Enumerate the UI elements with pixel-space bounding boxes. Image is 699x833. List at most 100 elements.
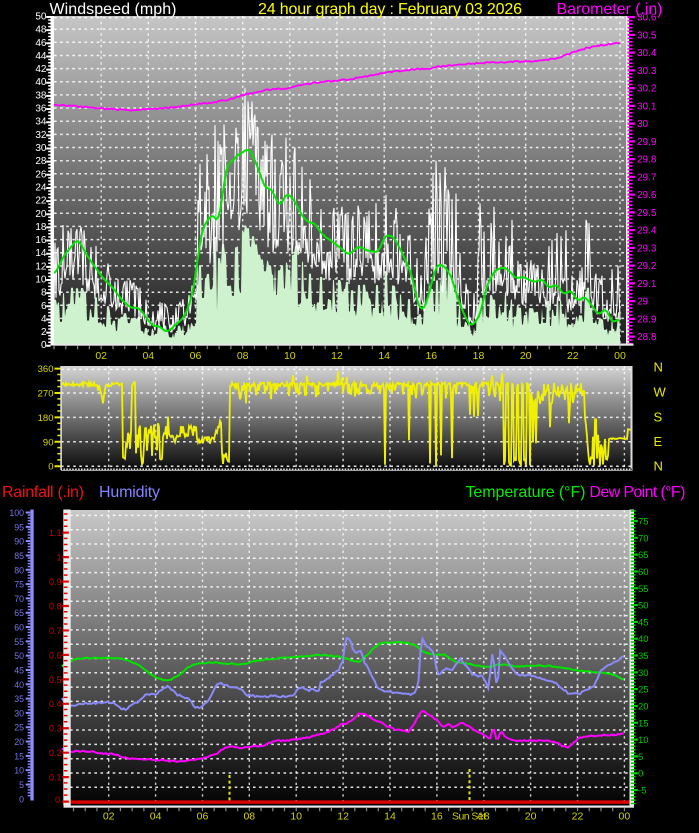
svg-text:10: 10 xyxy=(638,735,649,746)
svg-text:8: 8 xyxy=(41,288,47,299)
svg-text:38: 38 xyxy=(35,90,47,101)
svg-text:35: 35 xyxy=(638,651,649,662)
svg-text:29.6: 29.6 xyxy=(637,190,657,201)
svg-text:15: 15 xyxy=(14,751,24,761)
svg-text:Sun Set: Sun Set xyxy=(452,811,486,823)
svg-text:35: 35 xyxy=(14,694,24,704)
svg-text:20: 20 xyxy=(520,350,532,362)
svg-text:16: 16 xyxy=(425,350,437,362)
svg-text:36: 36 xyxy=(35,104,47,115)
svg-text:04: 04 xyxy=(150,811,162,823)
svg-text:26: 26 xyxy=(35,169,47,180)
svg-text:45: 45 xyxy=(638,617,649,628)
svg-text:Rainfall (.in): Rainfall (.in) xyxy=(2,484,84,501)
svg-text:2: 2 xyxy=(41,327,47,338)
svg-text:65: 65 xyxy=(638,550,649,561)
svg-text:6: 6 xyxy=(41,301,47,312)
svg-text:44: 44 xyxy=(35,51,47,62)
svg-text:18: 18 xyxy=(478,811,490,823)
svg-text:10: 10 xyxy=(35,275,47,286)
svg-text:40: 40 xyxy=(14,680,24,690)
svg-text:1: 1 xyxy=(56,553,61,563)
svg-text:10: 10 xyxy=(290,811,302,823)
svg-text:0.8: 0.8 xyxy=(49,601,62,611)
svg-text:02: 02 xyxy=(103,811,115,823)
svg-text:55: 55 xyxy=(638,584,649,595)
svg-text:75: 75 xyxy=(14,580,24,590)
svg-text:29.1: 29.1 xyxy=(637,279,657,290)
svg-text:12: 12 xyxy=(337,811,349,823)
svg-text:20: 20 xyxy=(638,702,649,713)
svg-text:E: E xyxy=(654,434,663,449)
svg-text:00: 00 xyxy=(614,350,626,362)
svg-text:42: 42 xyxy=(35,64,47,75)
svg-text:30: 30 xyxy=(14,708,24,718)
svg-text:60: 60 xyxy=(14,623,24,633)
svg-text:06: 06 xyxy=(190,350,202,362)
svg-text:Windspeed (mph): Windspeed (mph) xyxy=(50,1,177,18)
svg-text:90: 90 xyxy=(14,537,24,547)
svg-text:30: 30 xyxy=(638,668,649,679)
svg-text:W: W xyxy=(654,385,667,400)
svg-text:85: 85 xyxy=(14,551,24,561)
svg-text:22: 22 xyxy=(35,196,47,207)
svg-text:15: 15 xyxy=(638,718,649,729)
svg-text:0.3: 0.3 xyxy=(49,724,62,734)
svg-text:0.5: 0.5 xyxy=(49,675,62,685)
svg-text:30.3: 30.3 xyxy=(637,66,657,77)
svg-text:18: 18 xyxy=(35,222,47,233)
svg-text:29.7: 29.7 xyxy=(637,172,657,183)
svg-text:30.4: 30.4 xyxy=(637,48,657,59)
svg-text:360: 360 xyxy=(38,364,54,375)
svg-text:16: 16 xyxy=(431,811,443,823)
svg-text:80: 80 xyxy=(14,565,24,575)
svg-text:5: 5 xyxy=(638,752,643,763)
svg-text:14: 14 xyxy=(384,811,396,823)
svg-text:30.2: 30.2 xyxy=(637,84,657,95)
svg-text:55: 55 xyxy=(14,637,24,647)
svg-text:04: 04 xyxy=(142,350,154,362)
svg-text:Dew Point (°F): Dew Point (°F) xyxy=(589,484,685,501)
svg-text:28.8: 28.8 xyxy=(637,332,657,343)
svg-text:29.3: 29.3 xyxy=(637,243,657,254)
svg-text:30: 30 xyxy=(637,119,649,130)
svg-text:08: 08 xyxy=(237,350,249,362)
svg-text:48: 48 xyxy=(35,25,47,36)
svg-text:1.1: 1.1 xyxy=(49,528,62,538)
svg-text:0.9: 0.9 xyxy=(49,577,62,587)
svg-text:Temperature (°F): Temperature (°F) xyxy=(466,484,586,501)
svg-text:29.8: 29.8 xyxy=(637,155,657,166)
svg-text:14: 14 xyxy=(35,248,47,259)
svg-text:18: 18 xyxy=(473,350,485,362)
svg-text:100: 100 xyxy=(9,508,24,518)
svg-text:29.9: 29.9 xyxy=(637,137,657,148)
svg-text:30.1: 30.1 xyxy=(637,101,657,112)
svg-text:10: 10 xyxy=(14,766,24,776)
svg-text:70: 70 xyxy=(638,533,649,544)
svg-text:46: 46 xyxy=(35,38,47,49)
svg-text:90: 90 xyxy=(43,437,54,448)
svg-text:20: 20 xyxy=(525,811,537,823)
svg-text:34: 34 xyxy=(35,117,47,128)
svg-text:29.5: 29.5 xyxy=(637,208,657,219)
svg-text:N: N xyxy=(654,458,663,473)
svg-text:50: 50 xyxy=(35,12,47,23)
svg-text:40: 40 xyxy=(35,77,47,88)
svg-text:45: 45 xyxy=(14,666,24,676)
svg-text:Humidity: Humidity xyxy=(99,484,160,501)
svg-text:20: 20 xyxy=(14,737,24,747)
svg-text:-5: -5 xyxy=(638,786,646,797)
svg-text:29.4: 29.4 xyxy=(637,226,657,237)
svg-text:29.2: 29.2 xyxy=(637,261,657,272)
svg-text:12: 12 xyxy=(331,350,343,362)
svg-text:25: 25 xyxy=(638,685,649,696)
svg-text:00: 00 xyxy=(619,811,631,823)
svg-text:50: 50 xyxy=(14,651,24,661)
svg-text:4: 4 xyxy=(41,314,47,325)
svg-text:70: 70 xyxy=(14,594,24,604)
svg-text:75: 75 xyxy=(638,517,649,528)
svg-text:Barometer (.in): Barometer (.in) xyxy=(557,1,663,18)
svg-text:30.5: 30.5 xyxy=(637,30,657,41)
svg-text:08: 08 xyxy=(243,811,255,823)
svg-text:30: 30 xyxy=(35,143,47,154)
